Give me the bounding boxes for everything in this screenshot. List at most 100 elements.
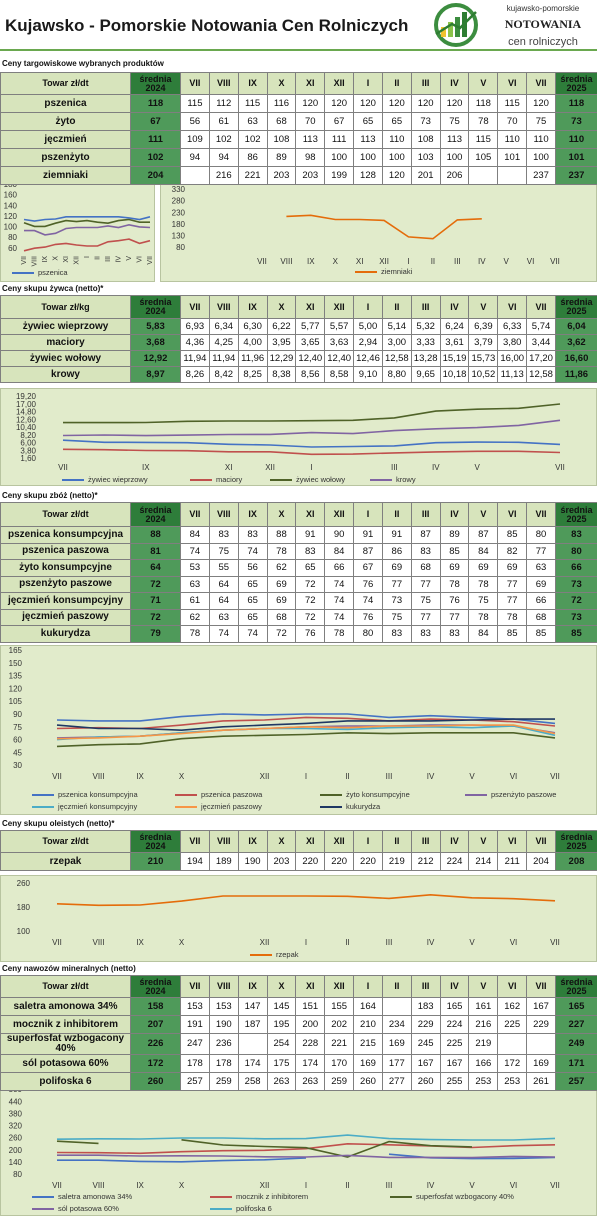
- table-cell: 110: [381, 130, 412, 149]
- table-cell: 68: [266, 112, 297, 131]
- legend-label: pszenica konsumpcyjna: [58, 790, 138, 799]
- table-cell: IX: [237, 295, 268, 319]
- table-cell: VII: [526, 830, 556, 853]
- table-cell: 118: [468, 94, 499, 113]
- table-cell: 210: [353, 1015, 383, 1034]
- table-cell: [497, 166, 528, 185]
- table-cell: 258: [237, 1072, 268, 1091]
- table-cell: 79: [130, 625, 181, 643]
- table-cell: 73: [554, 575, 597, 593]
- table-cell: 77: [497, 575, 528, 593]
- table-cell: 65: [237, 608, 268, 626]
- table-cell: VIII: [208, 975, 239, 998]
- x-tick-label: IV: [115, 256, 122, 263]
- table-cell: XI: [295, 975, 326, 998]
- table-cell: 112: [208, 94, 239, 113]
- table-row: ziemniaki 204 216 221 203 203 199 128 120 201 206 2…: [0, 166, 597, 185]
- x-tick-label: V: [469, 938, 475, 947]
- x-tick-label: VII: [257, 257, 267, 266]
- table-cell: średnia 2025: [554, 975, 597, 998]
- x-tick-label: IX: [136, 1181, 144, 1190]
- table-cell: 78: [468, 112, 499, 131]
- table-cell: 64: [208, 592, 239, 610]
- table-cell: 11,13: [497, 366, 528, 383]
- table-cell: 75: [526, 112, 556, 131]
- series-line: [56, 1134, 556, 1141]
- table-cell: 183: [410, 997, 441, 1016]
- table-cell: 8,38: [266, 366, 297, 383]
- table-cell: 73: [554, 112, 597, 131]
- x-tick-label: V: [469, 772, 475, 781]
- table-cell: Towar zł/kg: [0, 295, 131, 319]
- section-title: Ceny skupu oleistych (netto)*: [2, 819, 115, 828]
- x-tick-label: VII: [550, 1181, 560, 1190]
- x-tick-label: I: [407, 257, 409, 266]
- table-row: krowy 8,97 8,26 8,42 8,25 8,38 8,56 8,58 9,10 8,8…: [0, 366, 597, 383]
- table-row: jęczmień konsumpcyjny 71 61 64 65 69 72 74 74 73 7…: [0, 592, 597, 610]
- table-cell: 74: [208, 625, 239, 643]
- table-cell: 190: [208, 1015, 239, 1034]
- table-cell: 234: [381, 1015, 412, 1034]
- x-tick-label: IV: [432, 463, 440, 472]
- table-cell: 6,24: [439, 318, 470, 335]
- table-cell: 12,58: [381, 350, 412, 367]
- table-cell: 200: [295, 1015, 326, 1034]
- x-tick-label: V: [474, 463, 480, 472]
- table-cell: 62: [180, 608, 210, 626]
- x-tick-label: VI: [510, 772, 518, 781]
- x-tick-label: X: [52, 256, 59, 261]
- y-tick-label: 60: [13, 736, 22, 745]
- table-cell: 3,79: [468, 334, 499, 351]
- table-row: saletra amonowa 34% 158 153 153 147 145 151 155…: [0, 997, 597, 1016]
- table-cell: 11,94: [180, 350, 210, 367]
- table-cell: 2,94: [353, 334, 383, 351]
- table-cell: 115: [237, 94, 268, 113]
- y-tick-label: 30: [13, 761, 22, 770]
- table-cell: 5,57: [324, 318, 355, 335]
- series-line: [23, 238, 151, 252]
- table-cell: 227: [554, 1015, 597, 1034]
- table-cell: pszenica paszowa: [0, 542, 131, 560]
- series-line: [56, 1142, 556, 1155]
- table-cell: V: [468, 830, 499, 853]
- table-cell: 4,25: [208, 334, 239, 351]
- table-cell: 120: [439, 94, 470, 113]
- table-cell: 237: [526, 166, 556, 185]
- table-cell: 69: [468, 559, 499, 577]
- x-tick-label: VII: [58, 463, 68, 472]
- x-tick-label: IV: [478, 257, 486, 266]
- table-cell: VII: [526, 72, 556, 95]
- table-cell: 257: [554, 1072, 597, 1091]
- table-cell: I: [353, 295, 383, 319]
- table-cell: Towar zł/dt: [0, 830, 131, 853]
- table-cell: 13,28: [410, 350, 441, 367]
- table-cell: 6,04: [554, 318, 597, 335]
- table-cell: 208: [554, 852, 597, 871]
- table-cell: VI: [497, 502, 528, 527]
- table-cell: X: [266, 502, 297, 527]
- table-cell: 175: [266, 1054, 297, 1073]
- y-tick-label: 120: [4, 212, 18, 221]
- series-line: [63, 403, 561, 424]
- table-cell: 77: [526, 542, 556, 560]
- table-cell: 167: [410, 1054, 441, 1073]
- table-cell: 216: [468, 1015, 499, 1034]
- table-cell: 12,40: [324, 350, 355, 367]
- table-cell: żyto konsumpcyjne: [0, 559, 131, 577]
- legend-label: saletra amonowa 34%: [58, 1192, 133, 1201]
- legend-label: pszenżyto paszowe: [491, 790, 556, 799]
- table-cell: XII: [324, 72, 355, 95]
- table-cell: 73: [381, 592, 412, 610]
- table-cell: XI: [295, 295, 326, 319]
- table-cell: 236: [208, 1033, 239, 1055]
- table-cell: 91: [381, 526, 412, 544]
- table-cell: 53: [180, 559, 210, 577]
- table-cell: 102: [237, 130, 268, 149]
- table-cell: VI: [497, 72, 528, 95]
- table-cell: XII: [324, 830, 355, 853]
- table-cell: superfosfat wzbogacony 40%: [0, 1033, 131, 1055]
- table-cell: 174: [237, 1054, 268, 1073]
- table-cell: 214: [468, 852, 499, 871]
- table-cell: 78: [468, 608, 499, 626]
